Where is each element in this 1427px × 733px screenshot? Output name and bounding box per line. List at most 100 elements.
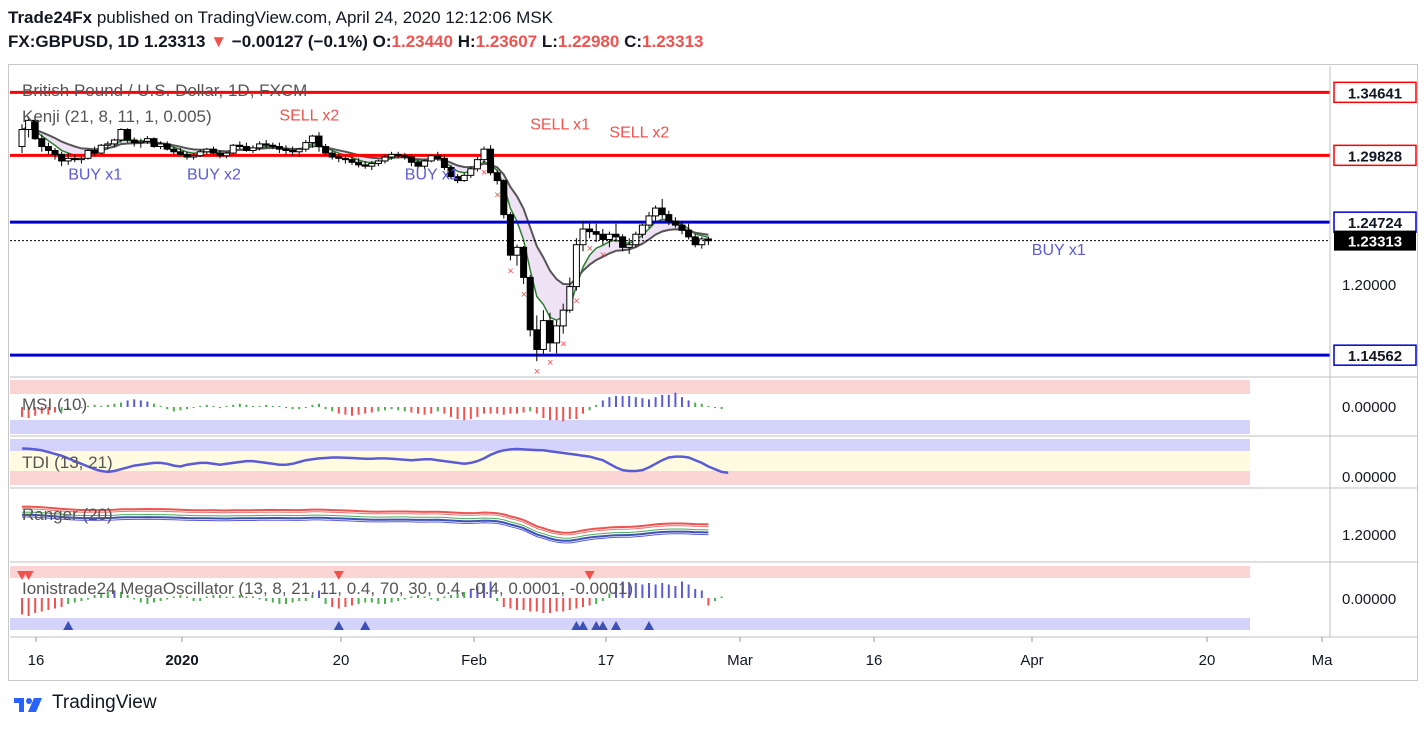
candle-body (612, 233, 620, 238)
candle-body (91, 149, 99, 154)
main-y-tick: 1.20000 (1342, 277, 1396, 294)
candle-body (592, 231, 600, 235)
sell-signal-label: SELL x2 (609, 124, 669, 141)
candle-body (599, 233, 607, 240)
signal-marker-icon: × (547, 357, 553, 369)
msi-y-tick: 0.00000 (1342, 399, 1396, 416)
candle-body (520, 246, 528, 278)
candle-body (223, 152, 231, 157)
candle-body (84, 149, 92, 159)
open-value: 1.23440 (391, 32, 453, 51)
osc-buy-triangle-icon (578, 621, 588, 630)
buy-signal-label: BUY x1 (1032, 242, 1086, 259)
candle-body (645, 215, 653, 226)
candle-body (572, 244, 580, 288)
tdi-upper-band (10, 439, 1250, 451)
publish-info: published on TradingView.com, April 24, … (96, 8, 553, 27)
candle-body (374, 160, 382, 165)
candle-body (117, 129, 125, 141)
last-price-tag (1334, 230, 1416, 251)
close-label: C: (624, 32, 643, 51)
candle-body (58, 153, 66, 162)
candle-body (381, 156, 389, 162)
level-tag (1333, 144, 1417, 167)
candle-body (605, 233, 613, 240)
candle-body (289, 149, 297, 153)
signal-marker-icon: × (507, 265, 513, 277)
candle-body (216, 152, 224, 157)
candle-body (427, 155, 435, 162)
tdi-label: TDI (13, 21) (22, 453, 113, 472)
signal-marker-icon: × (494, 190, 500, 202)
candle-body (586, 228, 594, 233)
tradingview-logo-icon[interactable] (12, 692, 46, 714)
candle-body (242, 146, 250, 151)
msi-upper-band (10, 380, 1250, 394)
sell-signal-label: SELL x1 (530, 117, 590, 134)
candle-body (236, 144, 244, 148)
x-tick-label: Ma (1312, 652, 1333, 669)
candle-body (170, 148, 178, 153)
ranger-band-line (21, 511, 709, 539)
candle-body (64, 157, 72, 162)
candle-body (295, 148, 303, 153)
down-arrow-icon: ▼ (210, 32, 228, 51)
signal-marker-icon: × (560, 339, 566, 351)
candle-body (361, 164, 369, 167)
buy-signal-label: BUY x1 (405, 166, 459, 183)
candle-body (500, 180, 508, 216)
last-price-label: 1.23313 (1348, 234, 1402, 251)
tradingview-brand[interactable]: TradingView (52, 692, 157, 713)
candle-body (566, 286, 574, 311)
open-label: O: (372, 32, 392, 51)
candle-body (652, 207, 660, 217)
candle-body (18, 129, 26, 148)
candle-body (539, 320, 547, 350)
candle-body (632, 233, 640, 246)
osc-sell-triangle-icon (584, 571, 595, 580)
author-name[interactable]: Trade24Fx (8, 8, 93, 27)
candle-body (658, 207, 666, 216)
candle-body (638, 224, 646, 235)
signal-marker-icon: × (573, 296, 579, 308)
candle-body (493, 172, 501, 182)
chart-header: Trade24Fx published on TradingView.com, … (8, 6, 703, 54)
close-value: 1.23313 (642, 32, 704, 51)
candle-body (625, 244, 633, 248)
buy-signal-label: BUY x2 (187, 166, 241, 183)
candle-body (368, 163, 376, 167)
candle-body (256, 143, 264, 149)
chart-frame[interactable] (8, 64, 1418, 681)
signal-marker-icon: × (481, 167, 487, 179)
symbol-label[interactable]: FX:GBPUSD, 1D (8, 32, 140, 51)
candle-body (262, 143, 270, 146)
osc-label: Ionistrade24 MegaOscillator (13, 8, 21, … (22, 579, 633, 598)
candle-body (150, 138, 158, 148)
ranger-band-line (21, 505, 709, 534)
candle-body (447, 166, 455, 178)
candle-body (124, 129, 132, 141)
candle-body (209, 148, 217, 154)
candle-body (183, 153, 191, 158)
x-tick-label: Feb (461, 652, 487, 669)
candle-body (341, 157, 349, 161)
candle-body (704, 238, 712, 242)
candle-body (480, 148, 488, 161)
candle-body (533, 329, 541, 350)
signal-marker-icon: × (521, 289, 527, 301)
tdi-line (21, 447, 729, 475)
candle-body (421, 160, 429, 167)
level-label: 1.34641 (1348, 85, 1402, 102)
osc-y-tick: 0.00000 (1342, 591, 1396, 608)
candle-body (335, 156, 343, 159)
buy-signal-label: BUY x1 (68, 166, 122, 183)
x-tick-label: Apr (1020, 652, 1043, 669)
high-label: H: (457, 32, 476, 51)
level-label: 1.24724 (1348, 215, 1403, 232)
candle-body (698, 238, 706, 246)
candle-body (196, 151, 204, 157)
osc-buy-triangle-icon (591, 621, 602, 630)
quote-line: FX:GBPUSD, 1D 1.23313 ▼ −0.00127 (−0.1%)… (8, 30, 703, 54)
candle-body (322, 146, 330, 154)
